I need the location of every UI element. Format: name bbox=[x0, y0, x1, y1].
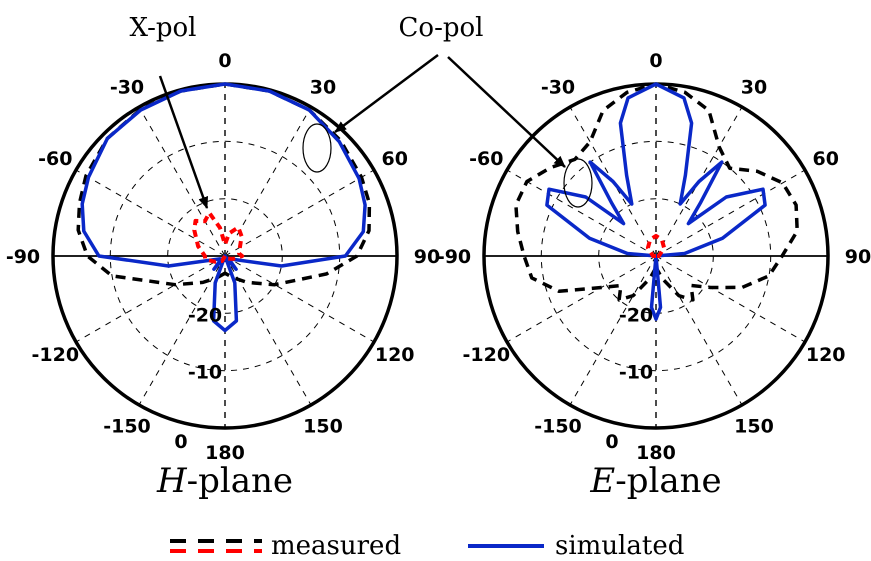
h-plane-angle-tick-label: 90 bbox=[414, 246, 440, 268]
e-plane-spoke bbox=[569, 255, 657, 406]
e-plane-angle-tick-label: -60 bbox=[469, 148, 503, 170]
h-plane-measured-x-pol-curve bbox=[192, 210, 245, 264]
legend-measured-label: measured bbox=[271, 531, 401, 561]
e-plane-angle-tick-label: -150 bbox=[534, 416, 582, 438]
h-plane-measured-co-pol-curve bbox=[76, 82, 372, 287]
h-plane-labels: 0 30 60 90 120 150 180 -150 -120 -90 -60 -30 -10 -20 0 bbox=[6, 50, 440, 464]
h-plane-angle-tick-label: -150 bbox=[103, 416, 151, 438]
h-plane-angle-tick-label: 0 bbox=[218, 50, 231, 72]
e-plane-simulated-co-pol-curve bbox=[545, 82, 767, 321]
h-plane-angle-tick-label: 60 bbox=[381, 148, 407, 170]
x-pol-annotation: X-pol bbox=[130, 13, 197, 43]
e-plane-panel: 0306090120150180-150-120-90-60-30-10-200… bbox=[437, 50, 871, 501]
h-plane-series-layer bbox=[76, 82, 372, 333]
e-plane-angle-tick-label: 30 bbox=[741, 76, 767, 98]
e-plane-angle-tick-label: -90 bbox=[437, 246, 471, 268]
h-plane-spoke bbox=[224, 255, 375, 343]
e-plane-spoke bbox=[506, 255, 657, 343]
h-plane-angle-tick-label: 30 bbox=[310, 76, 336, 98]
e-plane-spoke bbox=[506, 169, 657, 257]
e-plane-angle-tick-label: 90 bbox=[845, 246, 871, 268]
h-plane-spoke bbox=[75, 255, 226, 343]
h-plane-spoke bbox=[75, 169, 226, 257]
e-plane-angle-tick-label: 180 bbox=[636, 442, 676, 464]
h-plane-radial-tick-label: -20 bbox=[188, 304, 222, 326]
h-plane-title: H-plane bbox=[156, 461, 293, 501]
e-plane-angle-tick-label: -120 bbox=[463, 344, 511, 366]
e-plane-series-layer bbox=[514, 82, 799, 321]
h-plane-angle-tick-label: -60 bbox=[38, 148, 72, 170]
e-plane-measured-x-pol-curve bbox=[645, 233, 667, 258]
e-plane-angle-tick-label: 120 bbox=[806, 344, 846, 366]
e-plane-angle-tick-label: 0 bbox=[649, 50, 662, 72]
h-plane-spoke bbox=[224, 169, 375, 257]
legend-simulated-label: simulated bbox=[555, 531, 684, 561]
x-pol-arrow bbox=[158, 75, 209, 209]
e-plane-spoke bbox=[655, 255, 743, 406]
co-pol-highlight-e bbox=[563, 158, 593, 208]
e-plane-radial-center-label: 0 bbox=[605, 431, 618, 453]
h-plane-angle-tick-label: 150 bbox=[303, 416, 343, 438]
h-plane-radial-tick-label: -10 bbox=[188, 362, 222, 384]
e-plane-title: E-plane bbox=[589, 461, 721, 501]
co-pol-highlight-h bbox=[302, 123, 332, 173]
co-pol-arrow-right bbox=[447, 56, 566, 168]
h-plane-radial-center-label: 0 bbox=[174, 431, 187, 453]
h-plane-angle-tick-label: -90 bbox=[6, 246, 40, 268]
h-plane-spoke bbox=[138, 106, 226, 257]
legend-measured-swatch bbox=[170, 539, 262, 553]
e-plane-labels: 0 30 60 90 120 150 180 -150 -120 -90 -60 -30 -10 -20 0 bbox=[437, 50, 871, 464]
annotations: X-pol Co-pol bbox=[130, 13, 593, 209]
h-plane-angle-tick-label: 180 bbox=[205, 442, 245, 464]
e-plane-angle-tick-label: 60 bbox=[812, 148, 838, 170]
h-plane-spoke bbox=[138, 255, 226, 406]
e-plane-spoke bbox=[655, 255, 806, 343]
e-plane-radial-tick-label: -10 bbox=[619, 362, 653, 384]
h-plane-angle-tick-label: 120 bbox=[375, 344, 415, 366]
h-plane-angle-tick-label: -120 bbox=[32, 344, 80, 366]
e-plane-angle-tick-label: 150 bbox=[734, 416, 774, 438]
co-pol-arrow-left bbox=[334, 53, 439, 134]
legend: measured simulated bbox=[170, 531, 684, 561]
h-plane-panel: 0306090120150180-150-120-90-60-30-10-200… bbox=[6, 50, 440, 501]
e-plane-spoke bbox=[655, 169, 806, 257]
e-plane-angle-tick-label: -30 bbox=[541, 76, 575, 98]
h-plane-angle-tick-label: -30 bbox=[110, 76, 144, 98]
e-plane-radial-tick-label: -20 bbox=[619, 304, 653, 326]
h-plane-spoke bbox=[224, 106, 312, 257]
co-pol-annotation: Co-pol bbox=[399, 13, 484, 43]
